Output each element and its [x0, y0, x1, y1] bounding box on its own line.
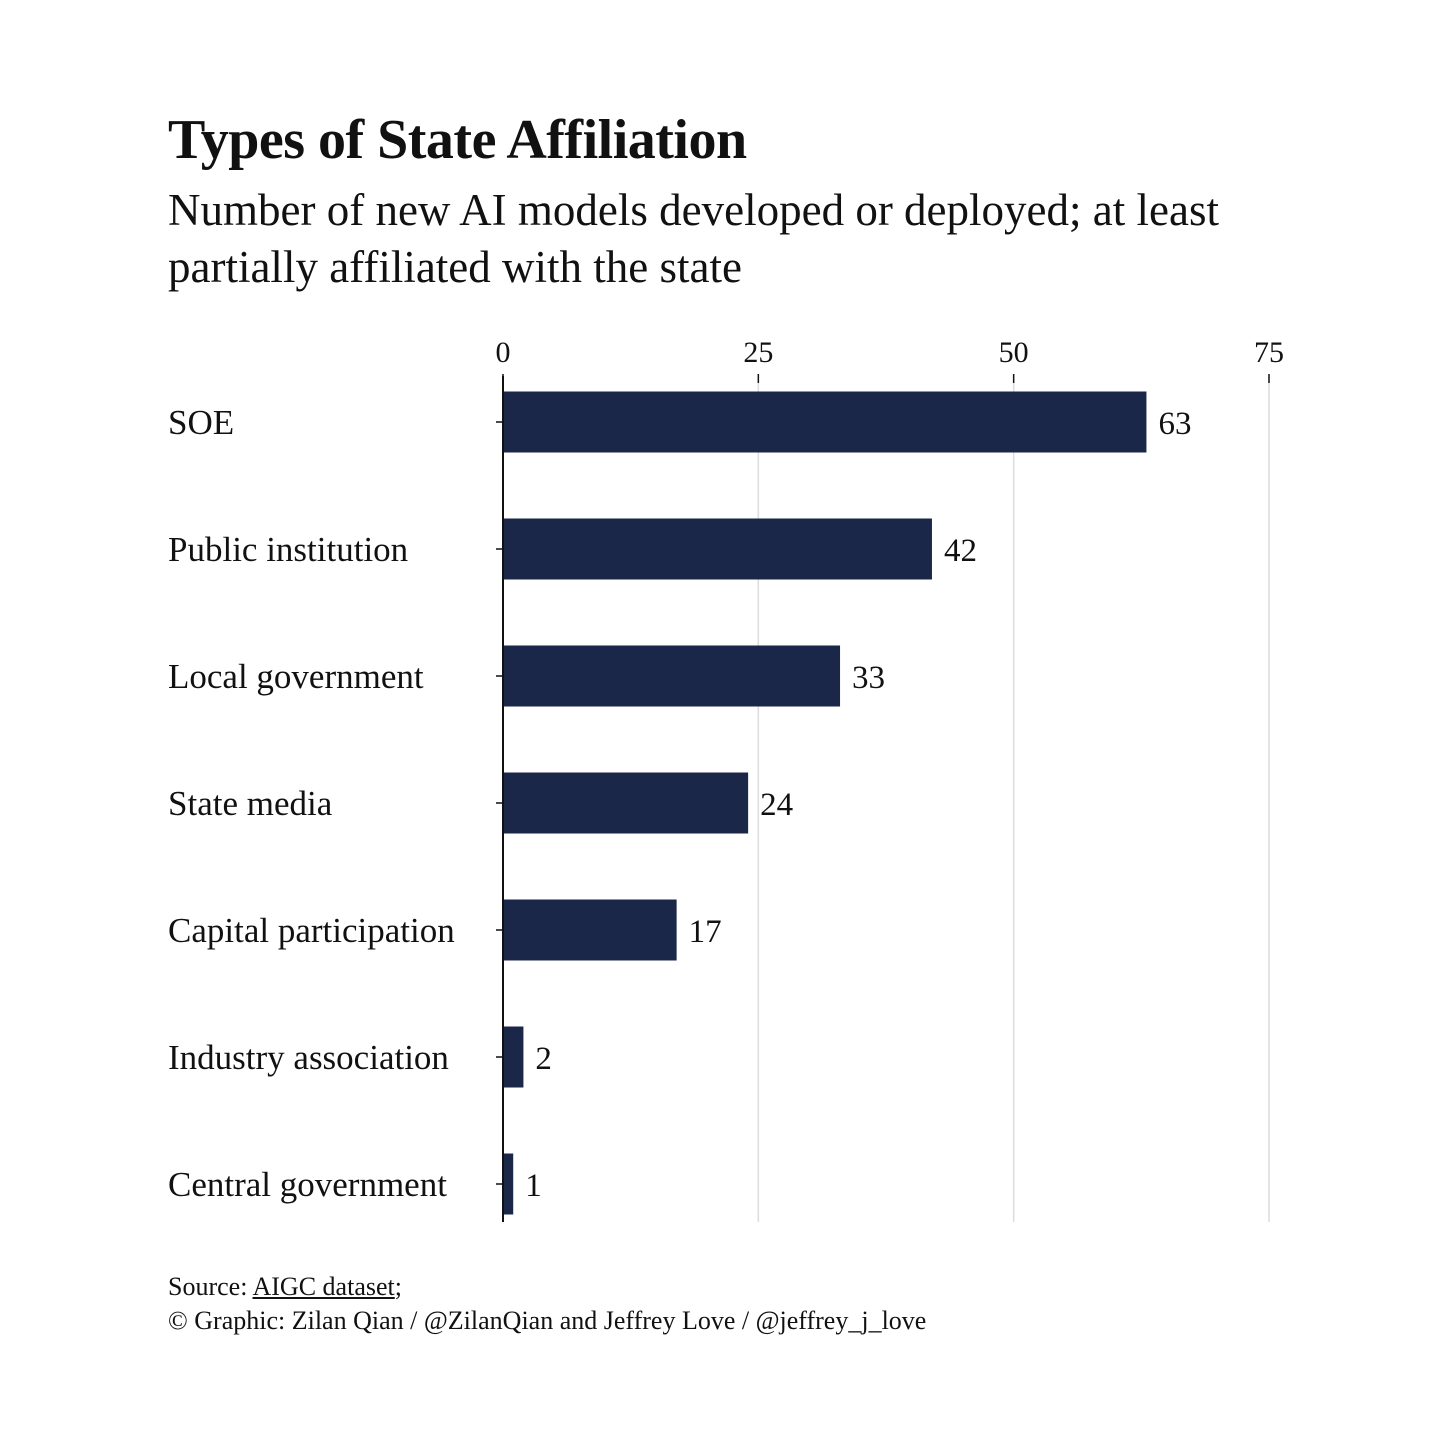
value-label: 17 [689, 914, 722, 950]
chart-subtitle: Number of new AI models developed or dep… [168, 185, 1219, 292]
bar-capital-participation [503, 899, 677, 961]
value-label: 33 [852, 660, 885, 696]
source-link[interactable]: AIGC dataset [252, 1272, 395, 1301]
x-tick-label: 50 [999, 336, 1029, 369]
category-label: Industry association [168, 1038, 449, 1077]
category-label: Capital participation [168, 911, 455, 950]
x-tick-label: 25 [743, 336, 773, 369]
bar-soe [503, 391, 1147, 453]
source-prefix: Source: [168, 1272, 253, 1301]
chart-title: Types of State Affiliation [168, 109, 747, 171]
category-label: Local government [168, 657, 424, 696]
x-tick-label: 0 [496, 336, 511, 369]
category-label: State media [168, 784, 333, 823]
bar-local-government [503, 645, 841, 707]
value-label: 63 [1158, 406, 1191, 442]
footer: Source: AIGC dataset; © Graphic: Zilan Q… [168, 1270, 926, 1338]
category-label: Public institution [168, 530, 408, 569]
category-label: SOE [168, 403, 234, 442]
value-label: 1 [525, 1168, 542, 1204]
value-label: 24 [760, 787, 793, 823]
credit-text: © Graphic: Zilan Qian / @ZilanQian and J… [168, 1306, 927, 1335]
bar-industry-association [503, 1026, 524, 1088]
category-label: Central government [168, 1165, 447, 1204]
value-label: 2 [535, 1041, 552, 1077]
bar-public-institution [503, 518, 932, 580]
bar-state-media [503, 772, 749, 834]
source-suffix: ; [394, 1272, 402, 1301]
value-label: 42 [944, 533, 977, 569]
bar-central-government [503, 1153, 514, 1215]
x-tick-label: 75 [1254, 336, 1284, 369]
